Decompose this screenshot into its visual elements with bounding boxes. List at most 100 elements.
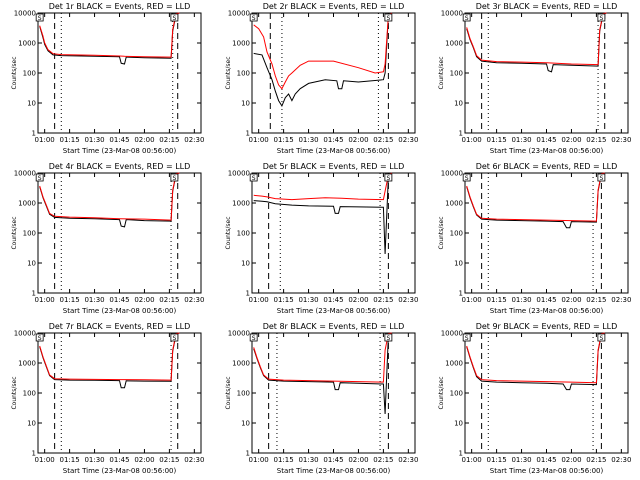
y-tick-label: 100 [23, 390, 36, 398]
plot-frame [251, 172, 416, 294]
y-axis-label: Counts/sec [11, 216, 18, 249]
y-tick-label: 1000 [18, 40, 36, 48]
event-marker-label: S [172, 15, 176, 22]
series-red-line [466, 172, 605, 222]
x-tick-label: 02:30 [184, 136, 204, 144]
series-red-line [39, 12, 180, 58]
x-axis-label: Start Time (23-Mar-08 00:56:00) [63, 307, 177, 315]
event-marker-label: S [386, 175, 390, 182]
y-tick-label: 10 [241, 420, 250, 428]
y-tick-label: 100 [450, 70, 463, 78]
y-tick-label: 1000 [232, 200, 250, 208]
event-marker-box [462, 173, 471, 182]
x-tick-label: 01:45 [323, 456, 343, 464]
event-marker-label: S [252, 335, 256, 342]
y-axis-label: Counts/sec [225, 376, 232, 409]
event-marker-label: S [465, 175, 469, 182]
x-tick-label: 02:15 [159, 456, 179, 464]
event-marker-box [249, 333, 258, 342]
x-axis-label: Start Time (23-Mar-08 00:56:00) [277, 467, 391, 475]
x-tick-label: 02:30 [184, 296, 204, 304]
x-tick-label: 02:15 [159, 296, 179, 304]
y-tick-label: 1 [246, 130, 250, 138]
plot-frame [464, 332, 629, 454]
chart-panel-6: Det 6r BLACK = Events, RED = LLD Start Ti… [438, 162, 631, 315]
x-tick-label: 01:30 [511, 456, 531, 464]
x-tick-label: 01:15 [487, 456, 507, 464]
y-axis-label: Counts/sec [11, 376, 18, 409]
y-tick-label: 10 [241, 100, 250, 108]
y-tick-label: 100 [237, 390, 250, 398]
series-black-line [466, 12, 607, 73]
x-tick-label: 01:45 [323, 296, 343, 304]
y-tick-label: 1 [459, 130, 463, 138]
x-tick-label: 02:00 [561, 456, 581, 464]
event-marker-label: S [172, 335, 176, 342]
x-tick-label: 01:15 [60, 296, 80, 304]
y-tick-label: 1000 [232, 360, 250, 368]
x-tick-label: 02:30 [398, 296, 418, 304]
x-tick-label: 02:00 [348, 136, 368, 144]
x-tick-label: 02:30 [611, 456, 631, 464]
x-tick-label: 01:30 [84, 136, 104, 144]
x-axis-label: Start Time (23-Mar-08 00:56:00) [490, 307, 604, 315]
x-tick-label: 02:30 [398, 136, 418, 144]
plot-frame [37, 12, 202, 134]
x-tick-label: 02:15 [373, 136, 393, 144]
x-tick-label: 01:45 [109, 296, 129, 304]
event-marker-label: S [38, 175, 42, 182]
plot-frame [464, 172, 629, 294]
y-tick-label: 10000 [14, 330, 36, 338]
x-tick-label: 02:15 [373, 296, 393, 304]
series-red-line [253, 172, 392, 201]
x-tick-label: 02:00 [134, 296, 154, 304]
y-tick-label: 1000 [445, 360, 463, 368]
event-marker-box [384, 13, 393, 22]
chart-panel-8: Det 8r BLACK = Events, RED = LLD Start Ti… [225, 322, 418, 475]
y-tick-label: 10000 [228, 170, 250, 178]
series-black-line [253, 332, 392, 415]
x-tick-label: 01:30 [511, 136, 531, 144]
event-marker-box [249, 13, 258, 22]
chart-panel-1: Det 1r BLACK = Events, RED = LLD Start Ti… [11, 2, 204, 155]
series-red-line [466, 12, 607, 66]
x-axis-label: Start Time (23-Mar-08 00:56:00) [277, 147, 391, 155]
x-tick-label: 02:00 [348, 296, 368, 304]
chart-title: Det 5r BLACK = Events, RED = LLD [263, 162, 405, 171]
y-tick-label: 10000 [14, 170, 36, 178]
series-black-line [39, 12, 180, 65]
event-marker-label: S [386, 15, 390, 22]
series-black-line [253, 12, 393, 107]
x-tick-label: 01:00 [35, 296, 55, 304]
x-tick-label: 01:45 [536, 456, 556, 464]
event-marker-box [170, 333, 179, 342]
x-tick-label: 02:00 [134, 456, 154, 464]
x-tick-label: 01:00 [35, 136, 55, 144]
x-tick-label: 01:30 [298, 296, 318, 304]
x-tick-label: 02:15 [373, 456, 393, 464]
y-tick-label: 1000 [18, 360, 36, 368]
event-marker-label: S [38, 15, 42, 22]
y-axis-label: Counts/sec [225, 216, 232, 249]
series-red-line [253, 12, 392, 90]
event-marker-label: S [465, 335, 469, 342]
chart-panel-5: Det 5r BLACK = Events, RED = LLD Start Ti… [225, 162, 418, 315]
y-tick-label: 1000 [232, 40, 250, 48]
plot-frame [37, 332, 202, 454]
x-tick-label: 01:00 [462, 136, 482, 144]
y-tick-label: 1000 [18, 200, 36, 208]
event-marker-box [35, 13, 44, 22]
plot-frame [464, 12, 629, 134]
x-axis-label: Start Time (23-Mar-08 00:56:00) [490, 147, 604, 155]
x-axis-label: Start Time (23-Mar-08 00:56:00) [63, 467, 177, 475]
event-marker-label: S [252, 15, 256, 22]
x-tick-label: 01:30 [84, 296, 104, 304]
x-axis-label: Start Time (23-Mar-08 00:56:00) [63, 147, 177, 155]
series-red-line [39, 332, 180, 381]
x-tick-label: 01:00 [462, 296, 482, 304]
y-axis-label: Counts/sec [438, 56, 445, 89]
x-tick-label: 02:15 [586, 296, 606, 304]
event-marker-label: S [38, 335, 42, 342]
event-marker-label: S [599, 15, 603, 22]
x-tick-label: 01:30 [298, 136, 318, 144]
